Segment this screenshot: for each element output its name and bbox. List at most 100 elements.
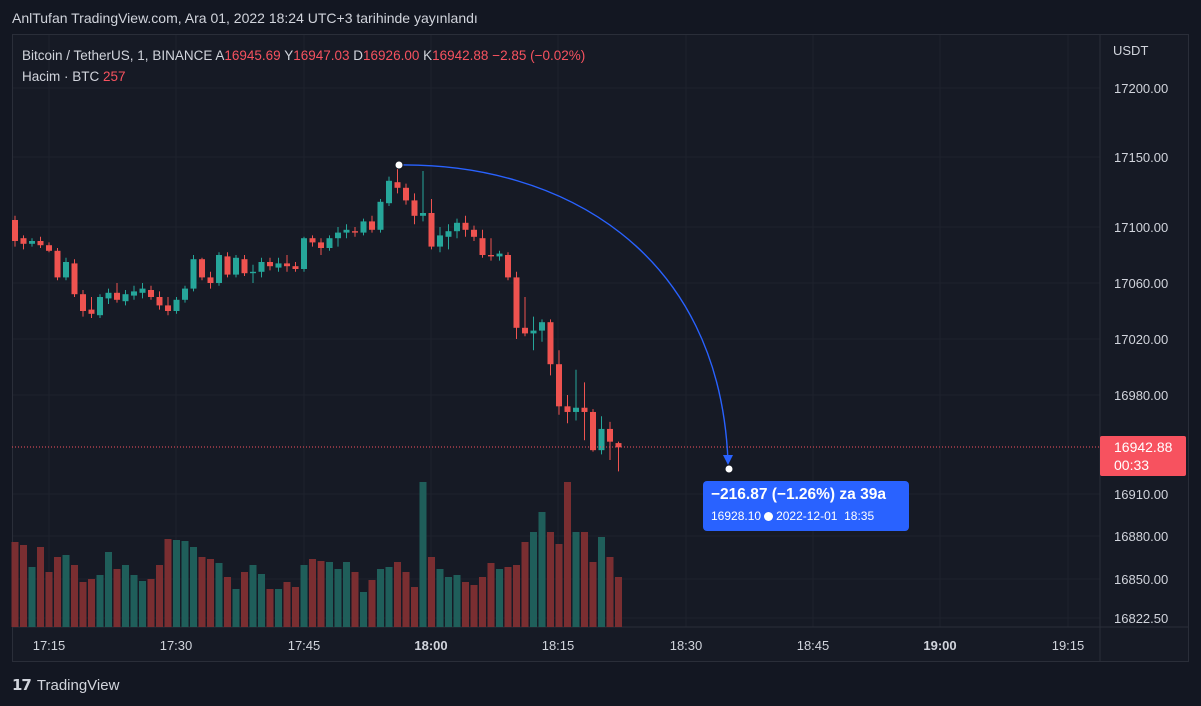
volume-bar (564, 482, 571, 627)
volume-bar (334, 569, 342, 627)
candle-body (131, 291, 137, 296)
candle-body (29, 241, 35, 244)
candle-body (615, 443, 622, 448)
volume-bar (394, 562, 401, 627)
candle-body (105, 292, 112, 299)
candle-body (71, 263, 78, 295)
candle-body (445, 231, 452, 237)
volume-bar (513, 565, 520, 627)
measure-change: −216.87 (−1.26%) za 39a (711, 486, 886, 503)
legend-volume-label[interactable]: Hacim · BTC (22, 69, 100, 84)
price-tick-label: 17060.00 (1114, 276, 1168, 291)
volume-bar (11, 542, 19, 627)
candle-body (224, 256, 231, 275)
volume-bar (598, 537, 605, 627)
candle-body (556, 364, 562, 407)
candle-body (437, 235, 443, 247)
candle-body (309, 238, 316, 243)
volume-bar (615, 577, 622, 627)
candle-body (80, 294, 86, 311)
volume-bar (181, 541, 189, 627)
measure-end-time: 18:35 (844, 509, 875, 523)
volume-bar (71, 565, 78, 627)
candle-body (360, 221, 367, 233)
volume-bar (105, 552, 112, 627)
volume-bar (326, 562, 333, 627)
volume-bar (411, 587, 418, 627)
measure-start-point (394, 160, 404, 170)
candle-body (37, 241, 44, 246)
candle-body (352, 231, 358, 233)
price-tick-label: 17100.00 (1114, 220, 1168, 235)
candle-body (54, 250, 61, 278)
volume-bar (419, 482, 427, 627)
volume-bar (360, 592, 367, 627)
candle-body (182, 288, 188, 300)
candle-body (326, 238, 333, 248)
candle-body (318, 242, 324, 248)
legend-open-value: 16945.69 (224, 48, 281, 63)
chart-header-title: AnlTufan TradingView.com, Ara 01, 2022 1… (12, 10, 478, 26)
tradingview-branding[interactable]: 17 TradingView (12, 676, 119, 694)
candle-body (428, 213, 435, 247)
volume-bar (283, 582, 291, 627)
legend-change: −2.85 (−0.02%) (492, 48, 586, 63)
legend-ohlc-row: Bitcoin / TetherUS, 1, BINANCE A16945.69… (22, 45, 585, 66)
price-tick-label: 16850.00 (1114, 572, 1168, 587)
candle-body (496, 253, 503, 257)
volume-bar (343, 562, 350, 627)
price-tick-label: 17020.00 (1114, 332, 1168, 347)
current-price-tag: 16942.88 00:33 (1100, 436, 1186, 476)
volume-bar (292, 587, 299, 627)
volume-bar (224, 577, 231, 627)
tradingview-name: TradingView (36, 676, 120, 694)
clock-icon (764, 512, 774, 521)
volume-bar (173, 540, 180, 627)
volume-bar (547, 532, 554, 627)
volume-bar (436, 569, 444, 627)
time-axis: 17:15 17:30 17:45 18:00 18:15 18:30 18:45 19:00… (33, 638, 1085, 653)
candle-body (369, 221, 375, 230)
candle-body (590, 411, 596, 451)
time-tick-label: 18:30 (670, 638, 703, 653)
legend-open-label: A (215, 48, 225, 63)
candle-body (411, 200, 418, 216)
candle-body (335, 232, 341, 239)
volume-bar (37, 547, 44, 627)
legend-close-label: K (423, 48, 433, 63)
volume-bar (156, 565, 163, 627)
candle-body (122, 294, 129, 302)
volume-bar (139, 581, 146, 627)
volume-bar (385, 567, 393, 627)
candle-body (386, 180, 392, 204)
candle-body (539, 322, 545, 331)
volume-bar (147, 579, 155, 627)
volume-bar (164, 539, 172, 627)
candle-body (20, 238, 27, 244)
candle-body (564, 406, 571, 412)
volume-bar (377, 569, 384, 627)
candle-body (199, 259, 205, 278)
candle-body (522, 327, 528, 334)
volume-bar (462, 582, 469, 627)
volume-bar (20, 545, 27, 627)
volume-bar (198, 557, 206, 627)
volume-bar (496, 569, 503, 627)
candle-body (454, 222, 460, 232)
measure-end-date: 2022-12-01 (776, 509, 838, 523)
tradingview-logo-icon: 17 (12, 676, 32, 694)
candlesticks (12, 162, 622, 472)
legend-symbol[interactable]: Bitcoin / TetherUS, 1, BINANCE (22, 48, 213, 63)
price-tick-label: 16822.50 (1114, 611, 1168, 626)
volume-bar (530, 532, 537, 627)
measure-end-price: 16928.10 (711, 509, 762, 523)
candle-body (114, 292, 120, 300)
price-tick-label: 16910.00 (1114, 487, 1168, 502)
volume-bar (504, 567, 512, 627)
price-axis-currency: USDT (1113, 43, 1149, 58)
measure-info-box[interactable]: −216.87 (−1.26%) za 39a 16928.10 2022-12-… (703, 481, 909, 531)
candle-body (63, 262, 69, 278)
volume-bar (79, 582, 87, 627)
volume-bar (207, 559, 214, 627)
